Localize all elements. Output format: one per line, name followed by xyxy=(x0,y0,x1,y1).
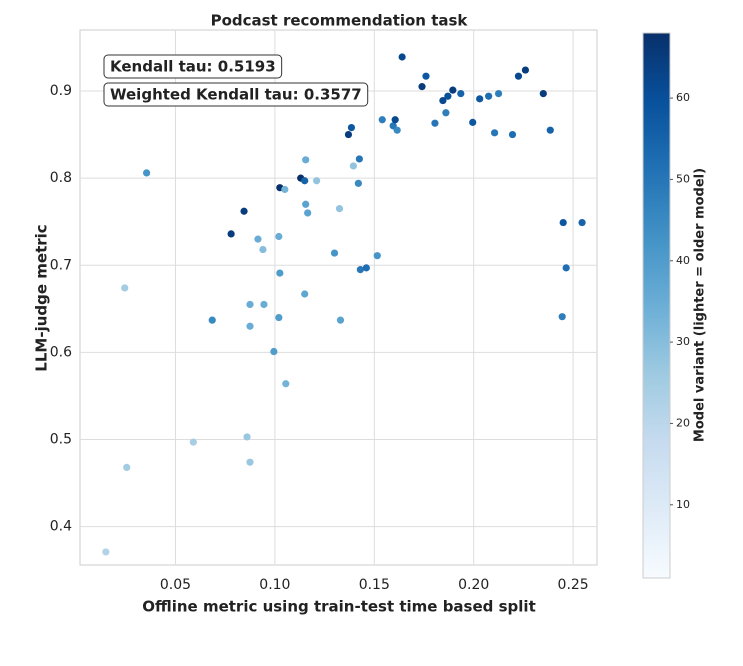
point xyxy=(254,235,262,243)
point xyxy=(373,252,381,260)
point xyxy=(344,130,353,139)
point xyxy=(418,83,426,91)
point xyxy=(301,290,309,298)
point xyxy=(562,264,570,272)
point xyxy=(276,269,284,277)
point xyxy=(259,245,267,254)
point xyxy=(246,458,254,466)
colorbar-tick-label: 20 xyxy=(676,416,690,429)
point xyxy=(275,232,283,241)
point xyxy=(240,207,248,215)
point xyxy=(143,169,151,177)
point xyxy=(302,200,310,208)
point xyxy=(335,205,344,213)
colorbar-tick-label: 40 xyxy=(676,254,690,267)
colorbar-tick-label: 60 xyxy=(676,91,690,104)
point xyxy=(457,90,465,98)
point xyxy=(313,177,321,185)
point xyxy=(304,209,312,217)
annotation-box xyxy=(103,82,369,107)
point xyxy=(301,177,309,185)
y-axis-label: LLM-judge metric xyxy=(33,224,51,371)
x-axis-label: Offline metric using train-test time bas… xyxy=(142,598,536,616)
y-tick-label: 0.9 xyxy=(50,83,72,99)
point xyxy=(449,86,457,94)
point xyxy=(422,72,430,80)
point xyxy=(539,90,547,98)
point xyxy=(246,300,254,309)
point xyxy=(349,162,358,170)
point xyxy=(123,463,131,472)
point xyxy=(362,264,370,272)
y-tick-label: 0.7 xyxy=(50,257,72,273)
annotation: Weighted Kendall tau: 0.3577 xyxy=(103,82,369,107)
point xyxy=(355,155,363,163)
y-tick-label: 0.4 xyxy=(50,519,72,535)
point xyxy=(559,218,567,227)
point xyxy=(208,316,216,324)
point xyxy=(121,284,129,292)
y-tick-label: 0.6 xyxy=(50,344,72,360)
colorbar-tick-label: 30 xyxy=(676,335,690,348)
annotation-box xyxy=(103,54,283,79)
annotation-text: Weighted Kendall tau: 0.3577 xyxy=(110,86,362,104)
colorbar-tick-label: 50 xyxy=(676,172,690,185)
point xyxy=(444,92,452,100)
point xyxy=(270,347,278,356)
point xyxy=(260,300,268,309)
x-tick-label: 0.20 xyxy=(458,577,489,593)
point xyxy=(302,156,310,164)
point xyxy=(391,116,399,124)
point xyxy=(282,380,290,388)
point xyxy=(102,548,110,556)
point xyxy=(508,130,517,139)
chart-title: Podcast recommendation task xyxy=(211,12,469,30)
point xyxy=(356,266,364,274)
y-tick-label: 0.5 xyxy=(50,432,72,448)
x-tick-label: 0.10 xyxy=(259,577,290,593)
x-tick-label: 0.15 xyxy=(359,577,390,593)
annotation: Kendall tau: 0.5193 xyxy=(103,54,283,79)
colorbar-tick-label: 10 xyxy=(676,498,690,511)
point xyxy=(227,230,235,238)
point xyxy=(398,53,406,61)
plot-area xyxy=(79,29,598,566)
point xyxy=(189,438,197,446)
point xyxy=(485,92,493,100)
point xyxy=(378,116,386,124)
point xyxy=(281,185,289,194)
point xyxy=(514,72,523,80)
point xyxy=(469,118,477,126)
point xyxy=(393,126,401,134)
point xyxy=(558,313,566,321)
point xyxy=(431,119,439,127)
point xyxy=(246,322,254,330)
point xyxy=(546,126,554,134)
point xyxy=(347,123,356,132)
point xyxy=(521,66,530,74)
point xyxy=(336,316,345,324)
x-tick-label: 0.05 xyxy=(160,577,191,593)
point xyxy=(439,96,447,105)
y-tick-label: 0.8 xyxy=(50,170,72,186)
point xyxy=(578,218,586,227)
annotation-text: Kendall tau: 0.5193 xyxy=(110,58,276,76)
point xyxy=(476,95,484,103)
point xyxy=(490,129,499,137)
point xyxy=(494,90,503,98)
colorbar xyxy=(642,32,671,579)
x-tick-label: 0.25 xyxy=(558,577,589,593)
point xyxy=(330,249,339,257)
point xyxy=(442,109,450,117)
colorbar-label: Model variant (lighter = older model) xyxy=(693,168,708,442)
point xyxy=(354,179,362,187)
point xyxy=(243,433,251,441)
point xyxy=(275,313,283,322)
